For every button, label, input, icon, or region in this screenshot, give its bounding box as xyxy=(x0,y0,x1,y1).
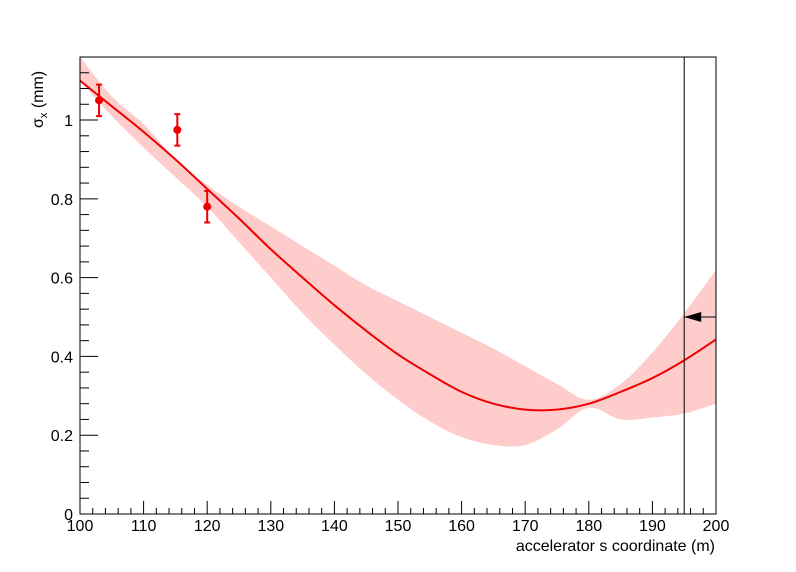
y-tick-label: 0.4 xyxy=(51,349,73,366)
data-points-layer xyxy=(95,83,212,224)
fit-curve-layer xyxy=(79,79,717,412)
y-tick-label: 1 xyxy=(64,113,73,130)
y-tick-label: 0.6 xyxy=(51,271,73,288)
data-point-marker xyxy=(173,125,182,134)
axis-ticks-layer: 100 110 120 130 140 150 160 170 180 190 200 0 0.2 0.4… xyxy=(51,56,730,535)
x-tick-label: 150 xyxy=(385,518,412,535)
x-tick-label: 170 xyxy=(512,518,539,535)
x-axis-title: accelerator s coordinate (m) xyxy=(516,538,715,555)
x-tick-label: 190 xyxy=(639,518,666,535)
x-tick-label: 180 xyxy=(575,518,602,535)
plot-frame xyxy=(79,56,717,515)
y-tick-label: 0 xyxy=(64,507,73,524)
y-axis-title: σx (mm) xyxy=(30,71,50,128)
x-tick-label: 140 xyxy=(321,518,348,535)
y-tick-label: 0.8 xyxy=(51,192,73,209)
x-tick-label: 200 xyxy=(703,518,730,535)
data-point-marker xyxy=(95,96,104,105)
fit-curve xyxy=(79,79,717,412)
data-point xyxy=(203,189,212,224)
x-tick-label: 110 xyxy=(131,518,157,535)
data-point xyxy=(95,83,104,118)
y-axis-title-subscript: x xyxy=(38,112,50,118)
svg-text:σx (mm): σx (mm) xyxy=(30,71,50,128)
y-tick-label: 0.2 xyxy=(51,428,73,445)
position-marker-layer xyxy=(683,57,716,514)
x-tick-label: 120 xyxy=(194,518,221,535)
x-tick-label: 100 xyxy=(67,518,94,535)
marker-arrow-head xyxy=(684,312,702,323)
data-point-marker xyxy=(203,202,212,211)
x-tick-label: 130 xyxy=(257,518,284,535)
plot-frame-layer xyxy=(79,56,717,515)
error-band-layer xyxy=(80,57,716,447)
x-tick-label: 160 xyxy=(448,518,475,535)
y-axis-title-symbol: σ xyxy=(30,118,47,128)
error-band xyxy=(80,57,716,447)
y-axis-title-unit: (mm) xyxy=(30,71,47,108)
data-point xyxy=(173,113,182,147)
